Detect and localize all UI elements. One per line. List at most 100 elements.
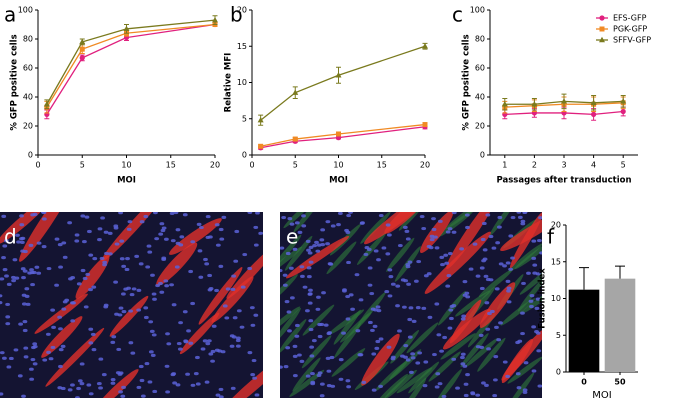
nucleus [195, 382, 201, 386]
nucleus [460, 362, 466, 366]
nucleus [82, 276, 88, 281]
nucleus [367, 320, 373, 325]
nucleus [381, 246, 387, 250]
nucleus [410, 356, 416, 360]
nucleus [70, 319, 76, 323]
nucleus [143, 306, 149, 310]
nucleus [397, 243, 403, 248]
nucleus [87, 229, 92, 234]
nucleus [202, 339, 208, 343]
nucleus [485, 213, 491, 217]
nucleus [434, 385, 440, 389]
nucleus [283, 365, 289, 369]
nucleus [76, 282, 82, 286]
fiber [406, 322, 439, 354]
nucleus [175, 383, 181, 387]
nucleus [196, 222, 202, 227]
nucleus [22, 328, 28, 333]
nucleus [48, 357, 54, 361]
nucleus [110, 340, 116, 344]
nucleus [143, 315, 149, 320]
nucleus [230, 287, 236, 291]
nucleus [118, 371, 124, 375]
nucleus [218, 387, 224, 392]
nucleus [282, 283, 288, 287]
nucleus [375, 339, 381, 344]
nucleus [531, 239, 537, 243]
nucleus [121, 292, 126, 296]
nucleus [316, 295, 321, 299]
nucleus [464, 291, 470, 295]
nucleus [147, 380, 153, 384]
nucleus [45, 332, 51, 336]
nucleus [305, 374, 311, 378]
nucleus [166, 342, 172, 346]
nucleus [402, 305, 407, 309]
nucleus [97, 238, 102, 242]
nucleus [405, 358, 411, 362]
nucleus [308, 260, 314, 264]
nucleus [485, 327, 491, 331]
fiber [478, 269, 513, 298]
nucleus [154, 237, 160, 241]
nucleus [183, 339, 189, 343]
nucleus [230, 386, 236, 390]
nucleus [92, 257, 98, 261]
myotube [500, 212, 542, 252]
nucleus [360, 221, 365, 225]
nucleus [58, 348, 64, 352]
nucleus [57, 243, 63, 247]
nucleus [161, 226, 167, 230]
nucleus [493, 355, 499, 359]
nucleus [204, 380, 210, 384]
nucleus [215, 243, 221, 247]
nucleus [439, 255, 445, 259]
nucleus [13, 348, 19, 352]
nucleus [148, 320, 154, 324]
fiber [375, 373, 408, 398]
nucleus [0, 392, 4, 396]
x-tick-label: 15 [377, 161, 387, 170]
nucleus [494, 325, 499, 329]
nucleus [484, 301, 490, 305]
nucleus [461, 314, 467, 318]
nucleus [465, 372, 470, 377]
nucleus [417, 351, 423, 355]
nucleus [305, 309, 310, 313]
nucleus [229, 344, 235, 348]
fiber [293, 212, 322, 233]
nucleus [84, 215, 90, 219]
nucleus [531, 369, 537, 373]
nucleus [195, 355, 200, 360]
nucleus [182, 310, 188, 314]
nucleus [88, 392, 94, 396]
fiber [360, 212, 391, 244]
y-tick-label: 100 [18, 6, 33, 15]
nucleus [288, 266, 294, 270]
nucleus [294, 323, 300, 328]
nucleus [204, 262, 210, 266]
nucleus [486, 347, 491, 351]
nucleus [198, 275, 204, 279]
nucleus [315, 249, 321, 253]
nucleus [386, 233, 392, 237]
nucleus [24, 287, 30, 291]
nucleus [410, 352, 416, 356]
nucleus [229, 334, 235, 338]
nucleus [88, 253, 94, 257]
nucleus [90, 332, 96, 337]
nucleus [111, 335, 117, 339]
nucleus [371, 352, 377, 356]
nucleus [0, 277, 5, 281]
nucleus [534, 330, 539, 334]
nucleus [22, 269, 28, 273]
nucleus [409, 370, 414, 374]
nucleus [403, 355, 408, 359]
nucleus [319, 382, 325, 386]
nucleus [129, 292, 135, 297]
nucleus [371, 388, 377, 392]
nucleus [444, 261, 450, 265]
nucleus [46, 266, 52, 271]
myotube [219, 353, 263, 398]
nucleus [338, 358, 344, 362]
